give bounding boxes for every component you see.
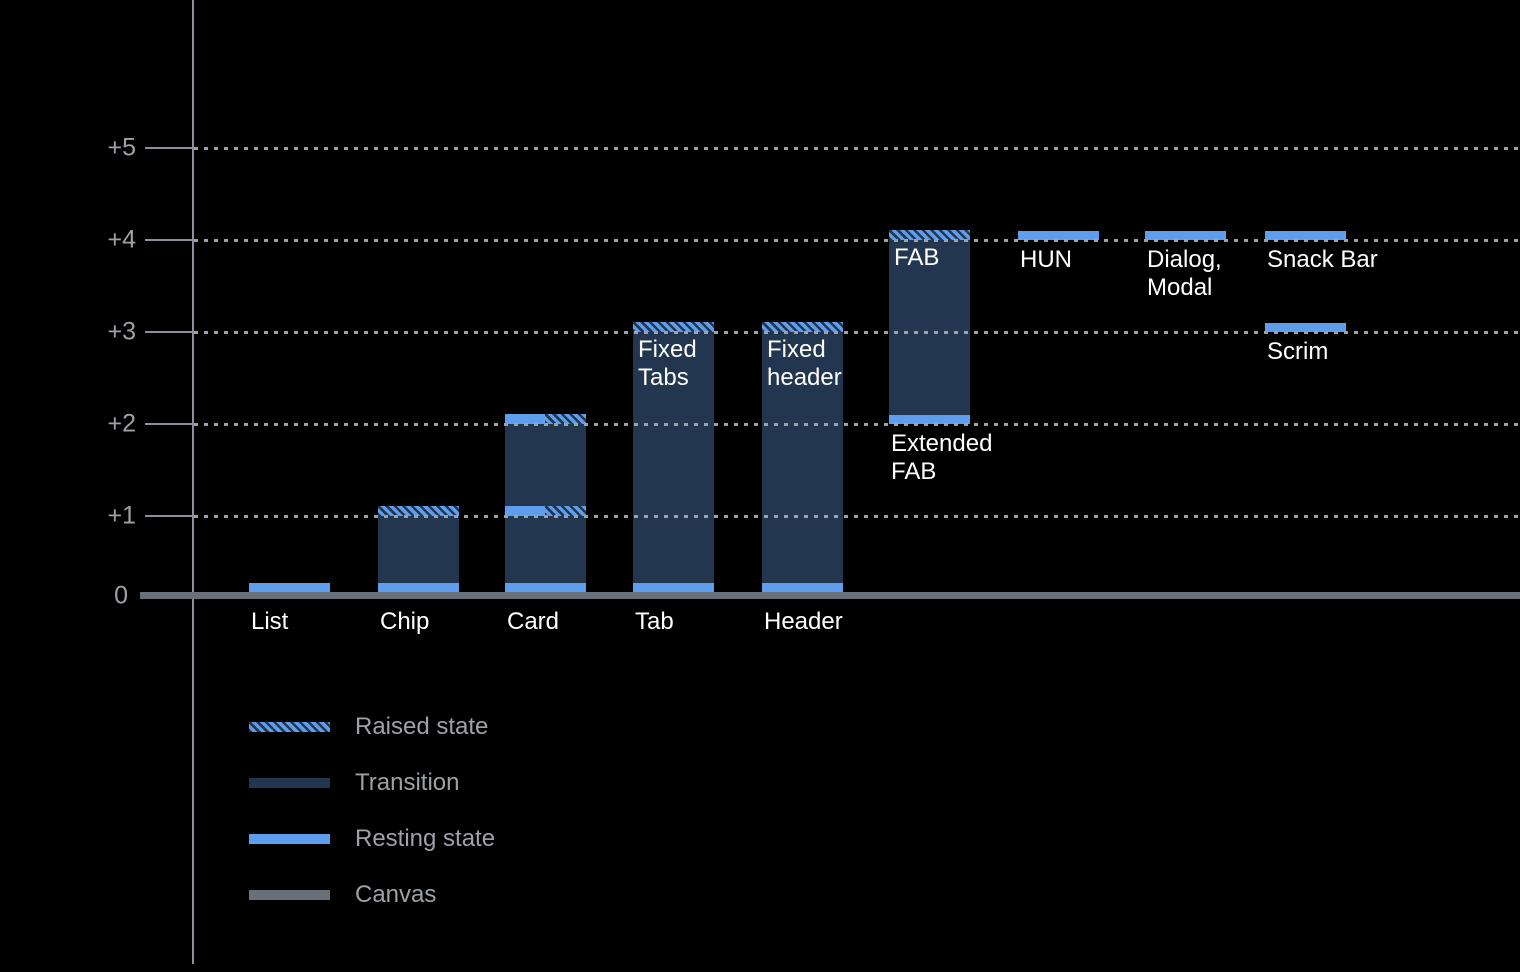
legend-item-resting-state: Resting state: [249, 825, 849, 852]
axis-tick-+2: [145, 423, 193, 425]
bar-label-fab: FAB: [894, 244, 940, 271]
transition-swatch: [249, 778, 330, 788]
bar-chip-transition: [378, 516, 459, 592]
axis-label-0: 0: [114, 581, 128, 610]
bar-scrim-resting: [1265, 323, 1346, 332]
bar-fab-raised: [889, 230, 970, 240]
bar-label-snack-bar: Snack Bar: [1267, 246, 1378, 273]
bar-chip-raised: [378, 506, 459, 516]
gridline-+5: [194, 147, 1520, 150]
bar-hun-resting: [1018, 231, 1099, 240]
gridline-+4: [194, 239, 1520, 242]
axis-tick-+5: [145, 147, 193, 149]
axis-tick-+1: [145, 515, 193, 517]
bar-label-dialog-modal: Dialog, Modal: [1147, 246, 1222, 301]
legend-label-raised-state: Raised state: [355, 713, 489, 740]
bar-header-transition: [762, 332, 843, 592]
axis-tick-+3: [145, 331, 193, 333]
axis-tick-+4: [145, 239, 193, 241]
legend-label-resting-state: Resting state: [355, 825, 496, 852]
legend-item-canvas: Canvas: [249, 881, 849, 908]
bar-list-resting: [249, 583, 330, 592]
bar-card-resting: [505, 583, 586, 592]
bar-label-card: Card: [507, 608, 560, 635]
gridline-+1: [194, 515, 1520, 518]
bar-label-scrim: Scrim: [1267, 338, 1329, 365]
bar-header-resting: [762, 583, 843, 592]
bar-label-list: List: [251, 608, 289, 635]
axis-label-+3: +3: [107, 317, 136, 346]
bar-snack-bar-resting: [1265, 231, 1346, 240]
resting-state-swatch: [249, 834, 330, 844]
gridline-+3: [194, 331, 1520, 334]
bar-label-chip: Chip: [380, 608, 430, 635]
bar-chip-resting: [378, 583, 459, 592]
legend-item-raised-state: Raised state: [249, 713, 849, 740]
bar-label-header: Header: [764, 608, 843, 635]
bar-fab-resting: [889, 415, 970, 424]
bar-tab-resting: [633, 583, 714, 592]
bar-card-raised-1: [545, 506, 586, 516]
axis-label-+5: +5: [107, 133, 136, 162]
bar-label-fab: Extended FAB: [891, 430, 993, 485]
bar-tab-raised: [633, 322, 714, 332]
axis-label-+2: +2: [107, 409, 136, 438]
legend-label-canvas: Canvas: [355, 881, 437, 908]
legend-label-transition: Transition: [355, 769, 460, 796]
legend-item-transition: Transition: [249, 769, 849, 796]
bar-card-raised-2: [545, 414, 586, 424]
bar-label-header: Fixed header: [767, 336, 842, 391]
bar-label-hun: HUN: [1020, 246, 1072, 273]
bar-card-resting-1: [505, 506, 545, 516]
gridline-+2: [194, 423, 1520, 426]
canvas-swatch: [249, 890, 330, 900]
raised-state-swatch: [249, 722, 330, 732]
bar-card-resting-2: [505, 414, 545, 424]
bar-label-tab: Fixed Tabs: [638, 336, 697, 391]
bar-label-tab: Tab: [635, 608, 674, 635]
bar-header-raised: [762, 322, 843, 332]
bar-dialog-modal-resting: [1145, 231, 1226, 240]
canvas-line: [140, 592, 1520, 599]
bar-tab-transition: [633, 332, 714, 592]
y-axis-line: [192, 0, 194, 964]
axis-label-+1: +1: [107, 501, 136, 530]
axis-label-+4: +4: [107, 225, 136, 254]
